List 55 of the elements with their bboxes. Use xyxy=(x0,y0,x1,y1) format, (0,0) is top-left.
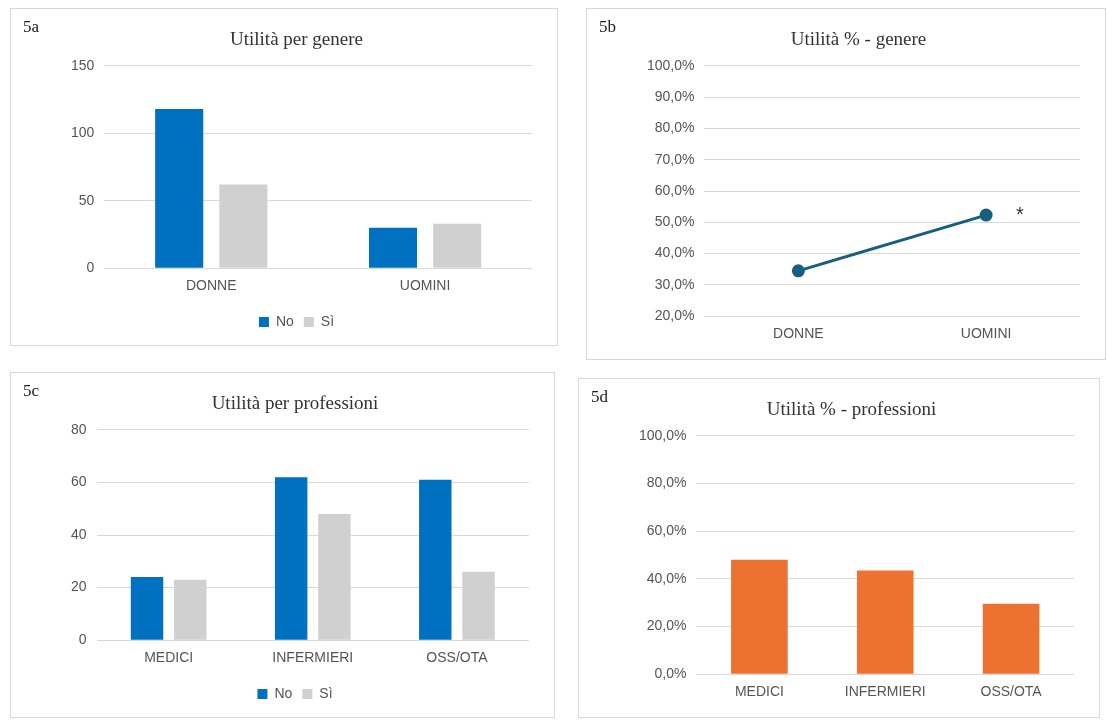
y-tick-label: 100 xyxy=(71,124,95,141)
y-tick-label: 0 xyxy=(78,631,87,648)
chart-title: Utilità % - genere xyxy=(790,28,927,50)
legend-label: No xyxy=(275,312,295,329)
legend-label: Sì xyxy=(320,312,335,329)
bar xyxy=(731,559,788,674)
x-tick-label: MEDICI xyxy=(144,649,194,666)
bar xyxy=(368,227,418,268)
y-tick-label: 40,0% xyxy=(646,569,687,586)
annotation: * xyxy=(1016,202,1025,225)
legend-label: Sì xyxy=(319,684,333,701)
y-tick-label: 50,0% xyxy=(654,213,695,230)
chart-title: Utilità per professioni xyxy=(211,392,379,414)
y-tick-label: 100,0% xyxy=(647,56,695,73)
bar xyxy=(856,570,914,674)
text: 5c xyxy=(23,381,40,401)
y-tick-label: 80,0% xyxy=(646,474,687,491)
y-tick-label: 0 xyxy=(86,259,95,276)
text: 5a xyxy=(23,17,40,37)
y-tick-label: 50 xyxy=(78,191,95,208)
text: 5b xyxy=(599,17,616,37)
y-tick-label: 80 xyxy=(70,420,87,437)
x-tick-label: MEDICI xyxy=(734,683,784,700)
y-tick-label: 60,0% xyxy=(646,522,687,539)
bar xyxy=(419,479,452,640)
y-tick-label: 90,0% xyxy=(654,87,695,104)
x-tick-label: UOMINI xyxy=(399,277,451,294)
bar xyxy=(982,603,1040,674)
bar xyxy=(155,108,204,268)
y-tick-label: 150 xyxy=(71,56,95,73)
x-tick-label: INFERMIERI xyxy=(844,683,926,700)
legend-label: No xyxy=(274,684,293,701)
y-tick-label: 40,0% xyxy=(654,244,695,261)
x-tick-label: INFERMIERI xyxy=(272,649,354,666)
y-tick-label: 40 xyxy=(70,525,87,542)
bar xyxy=(274,477,308,640)
y-tick-label: 60 xyxy=(70,473,87,490)
y-tick-label: 60,0% xyxy=(654,181,695,198)
x-tick-label: DONNE xyxy=(185,277,237,294)
x-tick-label: OSS/OTA xyxy=(426,649,489,666)
x-tick-label: OSS/OTA xyxy=(980,683,1043,700)
y-tick-label: 100,0% xyxy=(639,426,687,443)
y-tick-label: 70,0% xyxy=(654,150,695,167)
y-tick-label: 20 xyxy=(70,578,87,595)
y-tick-label: 20,0% xyxy=(654,307,695,324)
x-tick-label: UOMINI xyxy=(960,325,1012,342)
y-tick-label: 80,0% xyxy=(654,119,695,136)
text: 5d xyxy=(591,387,608,407)
y-tick-label: 0,0% xyxy=(654,665,687,682)
y-tick-label: 30,0% xyxy=(654,275,695,292)
chart-title: Utilità % - professioni xyxy=(766,398,937,420)
chart-title: Utilità per genere xyxy=(230,28,363,50)
x-tick-label: DONNE xyxy=(773,325,824,342)
y-tick-label: 20,0% xyxy=(646,617,687,634)
bar xyxy=(130,577,164,640)
